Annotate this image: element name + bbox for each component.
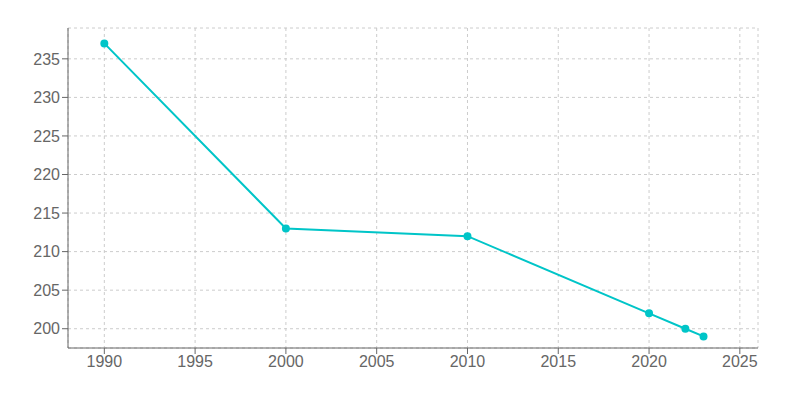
svg-text:230: 230 <box>33 89 60 106</box>
svg-text:1990: 1990 <box>87 353 123 370</box>
svg-text:220: 220 <box>33 166 60 183</box>
svg-text:200: 200 <box>33 320 60 337</box>
svg-text:2015: 2015 <box>540 353 576 370</box>
svg-text:1995: 1995 <box>177 353 213 370</box>
svg-text:2010: 2010 <box>450 353 486 370</box>
svg-text:2005: 2005 <box>359 353 395 370</box>
svg-text:2000: 2000 <box>268 353 304 370</box>
svg-text:210: 210 <box>33 243 60 260</box>
svg-text:2025: 2025 <box>722 353 758 370</box>
svg-text:225: 225 <box>33 128 60 145</box>
svg-text:2020: 2020 <box>631 353 667 370</box>
svg-text:205: 205 <box>33 282 60 299</box>
svg-text:215: 215 <box>33 205 60 222</box>
svg-text:235: 235 <box>33 51 60 68</box>
